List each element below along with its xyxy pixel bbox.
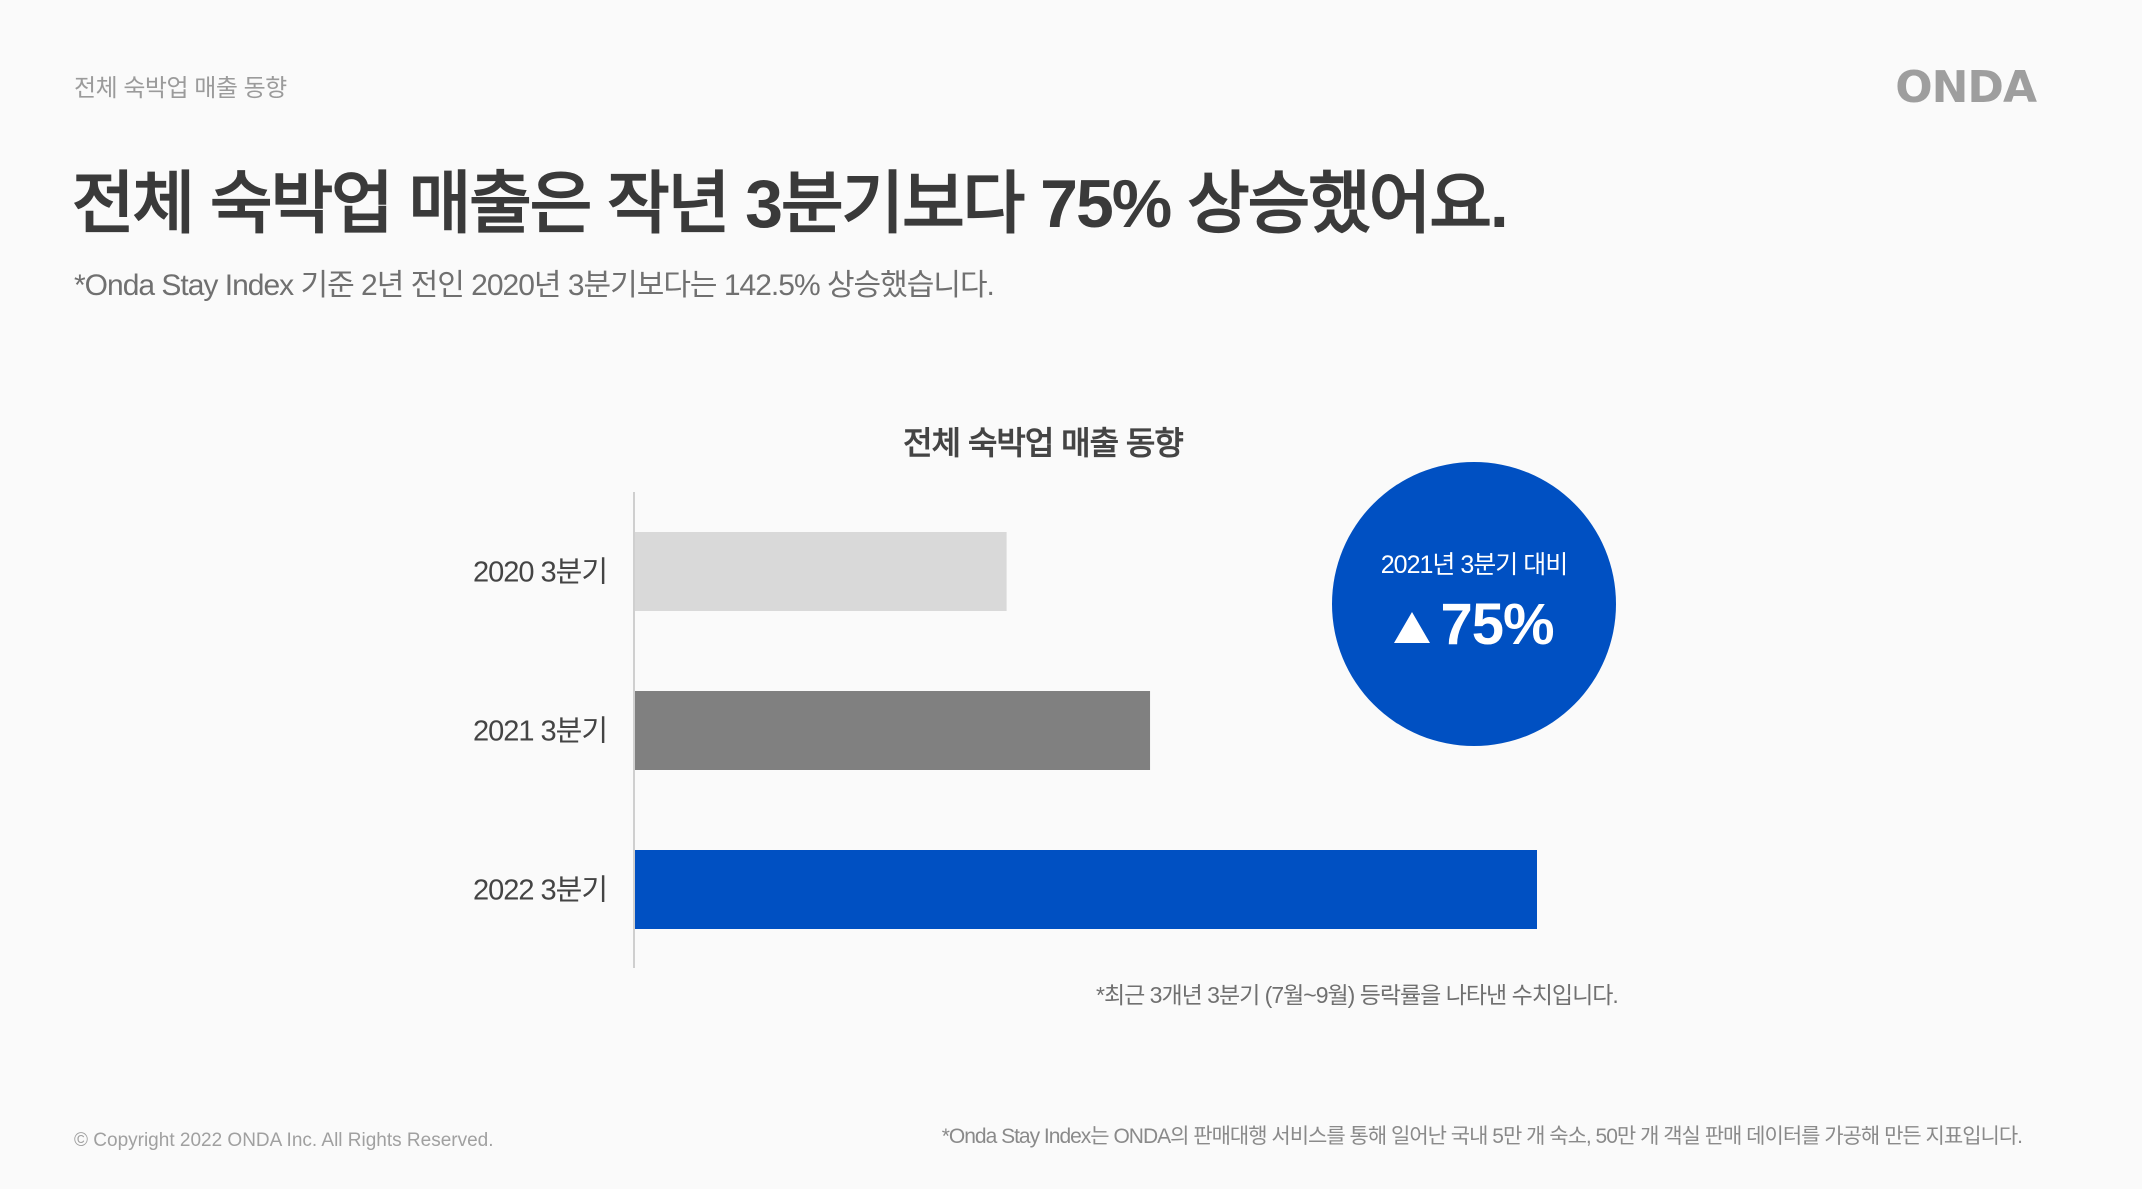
- page-subhead: *Onda Stay Index 기준 2년 전인 2020년 3분기보다는 1…: [74, 269, 995, 302]
- category-label-2: 2021 3분기: [473, 716, 607, 748]
- footnote: *Onda Stay Index는 ONDA의 판매대행 서비스를 통해 일어난…: [941, 1125, 2023, 1148]
- chart-note: *최근 3개년 3분기 (7월~9월) 등락률을 나타낸 수치입니다.: [1096, 982, 1619, 1008]
- change-badge: 2021년 3분기 대비 75%: [1332, 462, 1616, 746]
- badge-label: 2021년 3분기 대비: [1380, 550, 1568, 579]
- bar-1: [635, 532, 1007, 611]
- category-label-3: 2022 3분기: [473, 875, 607, 907]
- up-triangle-icon: [1394, 611, 1431, 643]
- page-headline: 전체 숙박업 매출은 작년 3분기보다 75% 상승했어요.: [72, 166, 1509, 242]
- chart-title: 전체 숙박업 매출 동향: [903, 425, 1184, 461]
- bar-3: [635, 850, 1537, 929]
- onda-logo: ONDA: [1895, 62, 2037, 113]
- category-label-1: 2020 3분기: [473, 557, 607, 589]
- copyright: © Copyright 2022 ONDA Inc. All Rights Re…: [74, 1130, 494, 1151]
- section-label: 전체 숙박업 매출 동향: [74, 75, 287, 102]
- badge-value: 75%: [1440, 591, 1554, 657]
- badge-value-row: 75%: [1394, 591, 1555, 658]
- bar-2: [635, 691, 1151, 770]
